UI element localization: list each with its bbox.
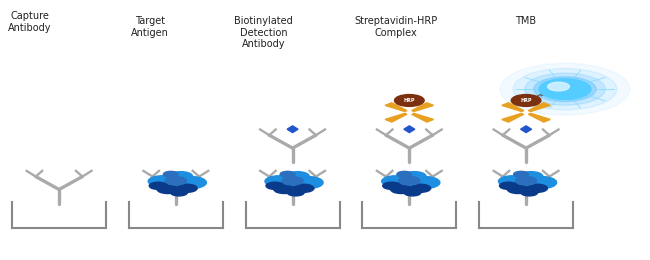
Polygon shape bbox=[287, 126, 298, 133]
Circle shape bbox=[410, 177, 440, 188]
Circle shape bbox=[515, 177, 537, 185]
Text: Capture
Antibody: Capture Antibody bbox=[8, 11, 51, 33]
Polygon shape bbox=[385, 103, 407, 112]
Text: Target
Antigen: Target Antigen bbox=[131, 16, 169, 38]
Circle shape bbox=[274, 176, 312, 191]
Circle shape bbox=[534, 77, 596, 102]
Circle shape bbox=[280, 171, 295, 177]
Circle shape bbox=[499, 176, 526, 187]
Circle shape bbox=[274, 185, 295, 193]
Polygon shape bbox=[411, 103, 434, 112]
Circle shape bbox=[512, 95, 541, 106]
Circle shape bbox=[500, 63, 630, 115]
Circle shape bbox=[383, 182, 401, 189]
Circle shape bbox=[266, 182, 284, 189]
Circle shape bbox=[507, 176, 545, 191]
Circle shape bbox=[390, 176, 428, 191]
Circle shape bbox=[165, 177, 187, 185]
Text: HRP: HRP bbox=[520, 98, 532, 103]
Circle shape bbox=[402, 172, 426, 181]
Circle shape bbox=[404, 189, 421, 196]
Circle shape bbox=[411, 184, 431, 192]
Circle shape bbox=[169, 172, 192, 181]
Circle shape bbox=[170, 189, 187, 196]
Polygon shape bbox=[521, 126, 532, 133]
Circle shape bbox=[293, 177, 323, 188]
Circle shape bbox=[177, 177, 206, 188]
Polygon shape bbox=[502, 113, 524, 122]
Circle shape bbox=[398, 177, 420, 185]
Circle shape bbox=[148, 176, 176, 187]
Circle shape bbox=[150, 182, 167, 189]
Circle shape bbox=[521, 189, 538, 196]
Text: Streptavidin-HRP
Complex: Streptavidin-HRP Complex bbox=[355, 16, 438, 38]
Circle shape bbox=[539, 79, 591, 100]
Circle shape bbox=[163, 171, 178, 177]
Circle shape bbox=[294, 184, 314, 192]
Circle shape bbox=[525, 73, 605, 105]
Polygon shape bbox=[502, 103, 524, 112]
Circle shape bbox=[507, 185, 528, 193]
Circle shape bbox=[382, 176, 410, 187]
Text: Biotinylated
Detection
Antibody: Biotinylated Detection Antibody bbox=[234, 16, 292, 49]
Polygon shape bbox=[385, 113, 407, 122]
Circle shape bbox=[265, 176, 292, 187]
Polygon shape bbox=[404, 126, 415, 133]
Circle shape bbox=[519, 172, 543, 181]
Text: A: A bbox=[523, 109, 528, 115]
Circle shape bbox=[391, 185, 412, 193]
Text: TMB: TMB bbox=[515, 16, 537, 26]
Circle shape bbox=[547, 82, 569, 91]
Circle shape bbox=[514, 171, 528, 177]
Circle shape bbox=[157, 176, 195, 191]
Text: A: A bbox=[407, 109, 412, 115]
Circle shape bbox=[282, 177, 303, 185]
Circle shape bbox=[499, 182, 517, 189]
Circle shape bbox=[513, 68, 617, 110]
Circle shape bbox=[286, 172, 309, 181]
Circle shape bbox=[157, 185, 178, 193]
Circle shape bbox=[397, 171, 411, 177]
Circle shape bbox=[177, 184, 197, 192]
Circle shape bbox=[526, 177, 556, 188]
Circle shape bbox=[395, 95, 424, 106]
Text: HRP: HRP bbox=[404, 98, 415, 103]
Circle shape bbox=[527, 184, 547, 192]
Polygon shape bbox=[528, 103, 551, 112]
Polygon shape bbox=[528, 113, 551, 122]
Polygon shape bbox=[411, 113, 434, 122]
Circle shape bbox=[287, 189, 304, 196]
